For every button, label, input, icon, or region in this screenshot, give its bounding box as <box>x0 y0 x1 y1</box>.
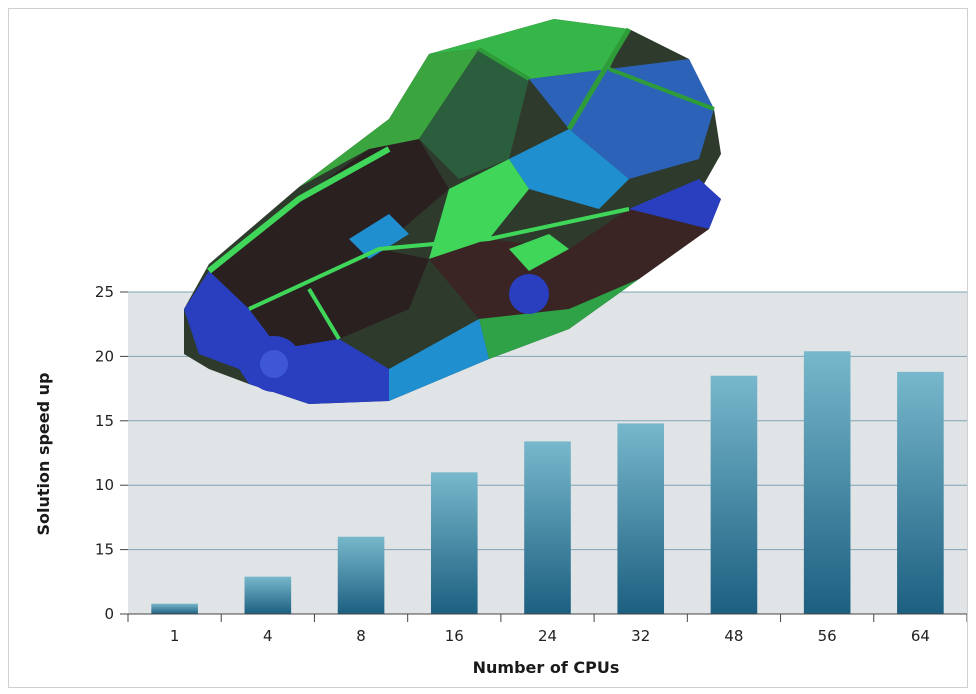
x-tick-label: 64 <box>911 627 930 645</box>
x-tick-label: 16 <box>445 627 464 645</box>
y-tick-label: 15 <box>95 412 114 430</box>
bar-1 <box>151 604 198 614</box>
bar-56 <box>804 351 851 614</box>
bar-16 <box>431 472 478 614</box>
x-tick-label: 56 <box>818 627 837 645</box>
bar-8 <box>338 537 385 614</box>
x-tick-label: 48 <box>724 627 743 645</box>
y-tick-label: 0 <box>104 605 114 623</box>
y-tick-label: 25 <box>95 283 114 301</box>
x-tick-label: 4 <box>263 627 273 645</box>
x-axis-title: Number of CPUs <box>473 658 620 677</box>
y-axis-ticks: 0 15 10 15 20 25 <box>95 283 128 623</box>
y-axis-title: Solution speed up <box>34 372 53 535</box>
y-tick-label: 15 <box>95 541 114 559</box>
x-axis-ticks: 1 4 8 16 24 32 48 56 64 <box>128 614 967 645</box>
bar-64 <box>897 372 944 614</box>
bar-4 <box>245 577 292 614</box>
x-tick-label: 24 <box>538 627 557 645</box>
x-tick-label: 8 <box>356 627 366 645</box>
x-tick-label: 32 <box>631 627 650 645</box>
y-tick-label: 20 <box>95 347 114 365</box>
x-tick-label: 1 <box>170 627 180 645</box>
bar-24 <box>524 441 571 614</box>
chart-frame: 0 15 10 15 20 25 1 4 8 16 24 32 48 56 64 <box>8 8 968 688</box>
bar-48 <box>711 376 758 614</box>
y-tick-label: 10 <box>95 476 114 494</box>
bar-32 <box>617 423 664 614</box>
